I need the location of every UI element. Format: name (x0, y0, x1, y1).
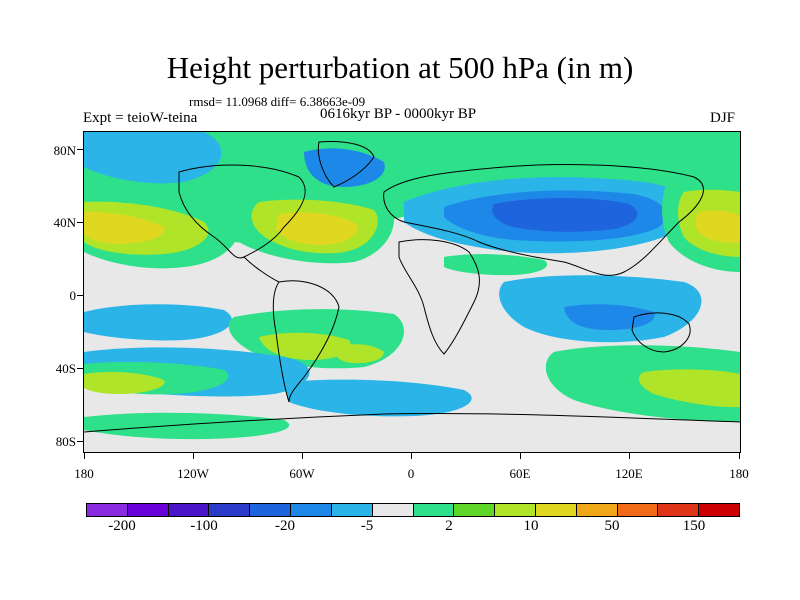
lon-tick (629, 453, 630, 459)
lat-tick (77, 149, 83, 150)
colorbar-label: -100 (190, 518, 218, 534)
lon-label-180-east: 180 (729, 466, 749, 481)
lat-label-80s: 80S (55, 434, 76, 449)
coast-greenland (317, 141, 375, 188)
lat-tick (77, 295, 83, 296)
colorbar-swatch-1 (127, 504, 169, 516)
lat-tick (77, 441, 83, 442)
colorbar-swatch-14 (658, 504, 700, 516)
contour-arctic-blue (84, 132, 222, 184)
lon-tick (84, 453, 85, 459)
colorbar-swatch-6 (331, 504, 373, 516)
lat-tick (77, 368, 83, 369)
lon-label-60w: 60W (289, 466, 315, 481)
contour-antarctic-blue (284, 379, 472, 417)
coast-north-america (178, 164, 306, 259)
lat-label-40s: 40S (55, 361, 76, 376)
colorbar-swatch-2 (168, 504, 210, 516)
map-panel (83, 131, 741, 453)
coastlines (84, 141, 740, 433)
colorbar-swatch-15 (699, 504, 739, 516)
colorbar-swatch-0 (87, 504, 128, 516)
lon-label-120w: 120W (177, 466, 209, 481)
coast-eurasia (383, 164, 704, 276)
contour-south-pacific-low (84, 304, 232, 341)
contour-greenland-low (304, 148, 385, 187)
coast-africa (398, 239, 480, 355)
colorbar-label: -20 (275, 518, 295, 534)
colorbar-swatch-4 (250, 504, 292, 516)
contour-tropic-green (444, 254, 548, 276)
colorbar-swatch-8 (413, 504, 455, 516)
lon-label-180-west: 180 (74, 466, 94, 481)
contour-atlantic-high-orange (276, 212, 358, 246)
lon-label-120e: 120E (615, 466, 643, 481)
stats-text: rmsd= 11.0968 diff= 6.38663e-09 (189, 94, 366, 109)
contour-south-mid-yellow-2 (333, 344, 384, 364)
coast-australia (631, 312, 691, 353)
colorbar-swatch-13 (617, 504, 659, 516)
colorbar-swatch-7 (372, 504, 414, 516)
figure-title: Height perturbation at 500 hPa (in m) (166, 50, 634, 85)
colorbar-label: 150 (682, 518, 706, 534)
lon-label-0: 0 (407, 466, 415, 481)
lon-tick (411, 453, 412, 459)
colorbar-swatch-9 (454, 504, 496, 516)
colorbar-swatch-10 (495, 504, 536, 516)
coast-south-america (272, 280, 340, 403)
lon-tick (739, 453, 740, 459)
contour-antarctic-green (84, 412, 290, 440)
contour-southeast-belt-yellow (638, 369, 740, 408)
lat-label-80n: 80N (53, 143, 76, 158)
coast-central-america (243, 256, 280, 283)
colorbar-label: 10 (523, 518, 539, 534)
lon-tick (302, 453, 303, 459)
contour-asia-low-darkblue (492, 198, 638, 232)
lat-label-40n: 40N (53, 215, 76, 230)
experiment-label: Expt = teioW-teina (83, 110, 198, 126)
contour-nw-pacific-high-orange (695, 210, 740, 243)
colorbar-swatch-11 (535, 504, 577, 516)
colorbar-swatch-12 (576, 504, 618, 516)
contour-southern-belt-yellow (84, 372, 165, 394)
lat-label-0: 0 (69, 288, 77, 303)
period-label: 0616kyr BP - 0000kyr BP (320, 106, 477, 122)
colorbar-label: 2 (445, 518, 453, 534)
colorbar-label: -200 (108, 518, 136, 534)
colorbar-swatch-5 (291, 504, 332, 516)
colorbar-label: 50 (604, 518, 620, 534)
contour-south-indian-low-blue (564, 304, 655, 330)
contour-pacific-high-orange (84, 212, 165, 244)
lon-label-60e: 60E (509, 466, 531, 481)
coast-antarctica (84, 412, 740, 433)
contour-map (84, 132, 740, 452)
colorbar-swatch-3 (209, 504, 251, 516)
lon-tick (520, 453, 521, 459)
lon-tick (193, 453, 194, 459)
colorbar (86, 503, 740, 517)
colorbar-label: -5 (360, 518, 374, 534)
lat-tick (77, 222, 83, 223)
season-label: DJF (710, 110, 736, 126)
